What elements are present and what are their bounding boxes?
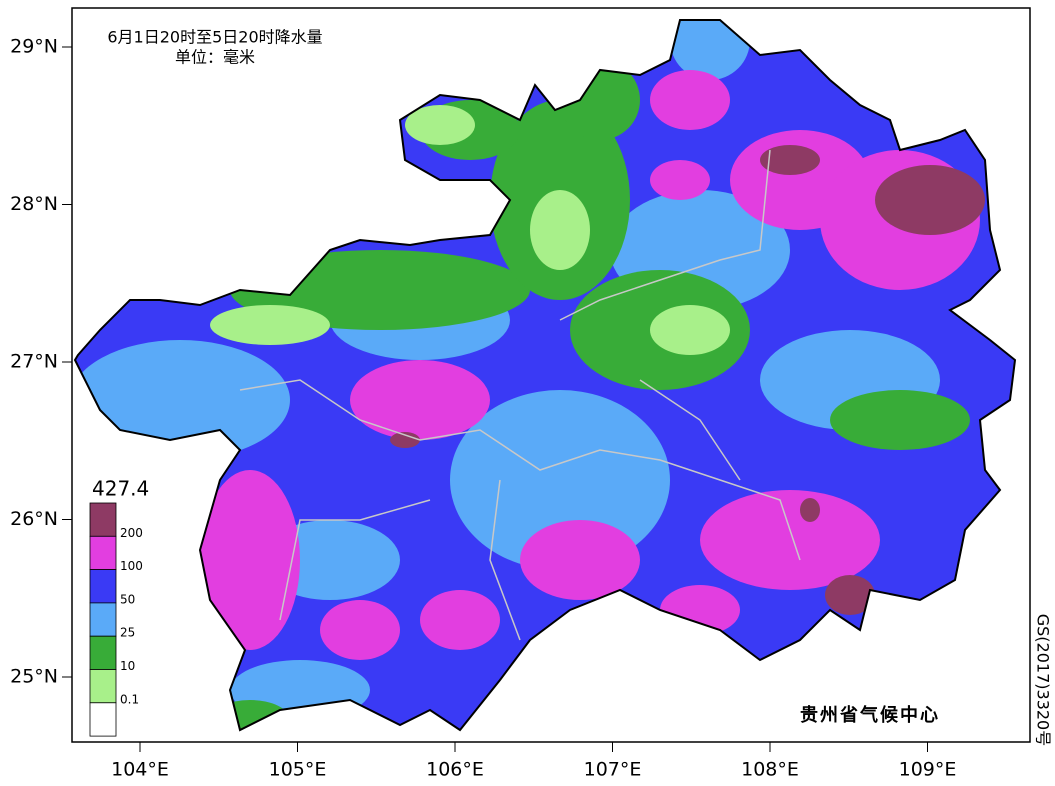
precip-area bbox=[210, 305, 330, 345]
lat-tick-label: 26°N bbox=[10, 508, 58, 530]
legend-max: 427.4 bbox=[92, 477, 149, 501]
approval-number: GS(2017)3320号 bbox=[1034, 614, 1053, 746]
legend-swatch-base bbox=[89, 702, 117, 737]
precip-area bbox=[75, 340, 290, 460]
lon-tick-label: 107°E bbox=[584, 759, 642, 781]
precip-area bbox=[450, 390, 670, 570]
legend-swatch bbox=[89, 635, 117, 670]
legend-swatch bbox=[89, 569, 117, 604]
precip-area bbox=[560, 60, 640, 140]
precip-area bbox=[670, 20, 750, 80]
precip-area bbox=[830, 390, 970, 450]
precip-area bbox=[520, 520, 640, 600]
legend-label: 100 bbox=[120, 559, 143, 573]
lat-tick-label: 25°N bbox=[10, 666, 58, 688]
precip-area bbox=[700, 490, 880, 590]
map-title: 6月1日20时至5日20时降水量 bbox=[107, 28, 322, 47]
legend-label: 0.1 bbox=[120, 692, 139, 706]
precip-area bbox=[800, 498, 820, 522]
province-border bbox=[73, 19, 1017, 732]
precip-area bbox=[530, 190, 590, 270]
legend-swatch bbox=[89, 535, 117, 570]
precip-area bbox=[200, 470, 300, 650]
legend-label: 50 bbox=[120, 592, 135, 606]
precip-area bbox=[350, 360, 490, 440]
legend-swatch bbox=[89, 602, 117, 637]
lat-tick-label: 27°N bbox=[10, 351, 58, 373]
lon-tick-label: 105°E bbox=[269, 759, 327, 781]
precip-area bbox=[660, 585, 740, 635]
map-frame bbox=[71, 7, 1031, 743]
legend-label: 25 bbox=[120, 626, 135, 640]
precip-area bbox=[390, 432, 420, 448]
lat-tick-label: 28°N bbox=[10, 193, 58, 215]
precip-area bbox=[650, 305, 730, 355]
precip-area bbox=[405, 105, 475, 145]
precip-area bbox=[210, 700, 290, 730]
prefecture-borders bbox=[239, 149, 801, 641]
legend-swatch bbox=[89, 502, 117, 537]
precip-area bbox=[875, 165, 985, 235]
precip-area bbox=[825, 575, 875, 615]
credit: 贵州省气候中心 bbox=[800, 704, 940, 726]
lon-tick-label: 106°E bbox=[426, 759, 484, 781]
legend-label: 200 bbox=[120, 526, 143, 540]
precipitation-field bbox=[75, 20, 1015, 730]
lon-tick-label: 109°E bbox=[899, 759, 957, 781]
precip-area bbox=[760, 145, 820, 175]
precip-area bbox=[650, 160, 710, 200]
legend-label: 10 bbox=[120, 659, 135, 673]
map-unit: 单位：毫米 bbox=[175, 48, 255, 67]
lon-tick-label: 104°E bbox=[111, 759, 169, 781]
lat-tick-label: 29°N bbox=[10, 36, 58, 58]
lon-tick-label: 108°E bbox=[741, 759, 799, 781]
legend-swatch bbox=[89, 669, 117, 704]
precip-area bbox=[320, 600, 400, 660]
precip-area bbox=[420, 590, 500, 650]
precip-area bbox=[650, 70, 730, 130]
